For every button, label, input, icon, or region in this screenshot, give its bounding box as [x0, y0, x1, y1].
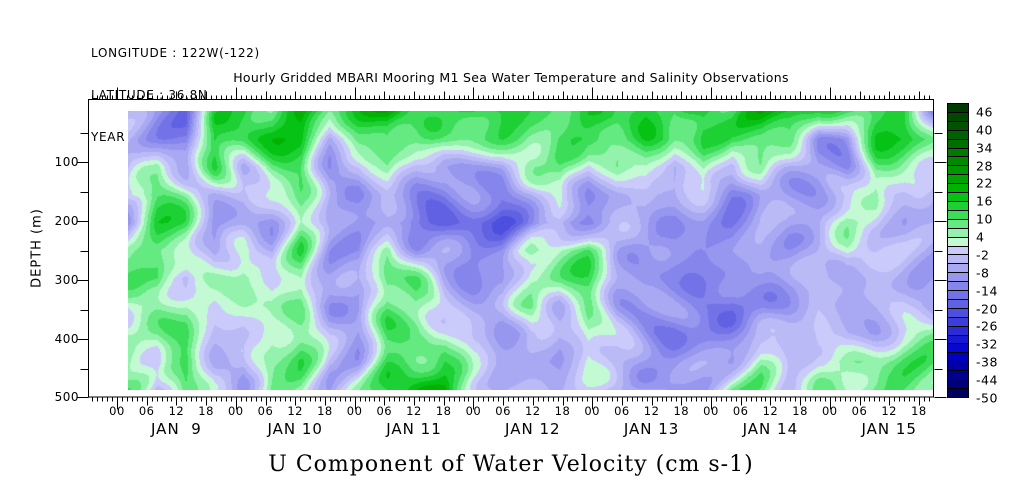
colorbar-segment [948, 255, 968, 265]
x-hour-label: 00 [346, 404, 363, 418]
colorbar-segment [948, 299, 968, 309]
colorbar-tick-label: -38 [976, 354, 998, 370]
colorbar-segment [948, 237, 968, 247]
colorbar-tick-label: -8 [976, 265, 990, 281]
x-day-label: JAN 15 [861, 420, 917, 438]
colorbar-segment [948, 112, 968, 122]
x-hour-label: 12 [524, 404, 541, 418]
colorbar-segment [948, 273, 968, 283]
colorbar-segment [948, 317, 968, 327]
x-hour-label: 06 [614, 404, 630, 418]
colorbar-tick-label: -2 [976, 247, 990, 263]
colorbar-tick-label: -20 [976, 301, 998, 317]
colorbar-tick-label: 4 [976, 229, 985, 245]
colorbar-tick-label: -44 [976, 372, 998, 388]
colorbar-tick-label: -26 [976, 318, 998, 334]
colorbar-segment [948, 130, 968, 140]
x-hour-label: 18 [317, 404, 333, 418]
x-day-label: JAN 12 [505, 420, 561, 438]
y-tick-label: 400 [54, 332, 79, 346]
colorbar-segment [948, 121, 968, 131]
colorbar-tick-label: 16 [976, 193, 993, 209]
x-hour-label: 00 [584, 404, 601, 418]
y-tick-label: 300 [54, 273, 79, 287]
x-day-label: JAN 9 [151, 420, 202, 438]
x-hour-label: 00 [109, 404, 125, 418]
x-hour-label: 00 [821, 404, 838, 418]
heatmap-canvas [128, 111, 934, 390]
colorbar-segment [948, 362, 968, 372]
colorbar-segment [948, 371, 968, 381]
colorbar-tick-label: -14 [976, 283, 998, 299]
colorbar-segment [948, 104, 968, 113]
colorbar-tick-label: 46 [976, 104, 993, 120]
colorbar-segment [948, 344, 968, 354]
colorbar-segment [948, 219, 968, 229]
x-hour-label: 00 [465, 404, 482, 418]
x-hour-label: 18 [435, 404, 452, 418]
colorbar-segment [948, 308, 968, 318]
colorbar-segment [948, 193, 968, 202]
colorbar-tick-label: 10 [976, 211, 993, 227]
colorbar-segment [948, 157, 968, 167]
x-hour-label: 12 [881, 404, 898, 418]
x-day-label: JAN 14 [742, 420, 799, 438]
colorbar-segment [948, 389, 968, 397]
x-axis-title: U Component of Water Velocity (cm s-1) [268, 452, 754, 477]
colorbar-segment [948, 184, 968, 194]
colorbar-segment [948, 175, 968, 185]
colorbar-segment [948, 148, 968, 158]
colorbar-segment [948, 380, 968, 389]
x-hour-label: 06 [138, 404, 155, 418]
x-hour-label: 06 [732, 404, 749, 418]
plot-title: Hourly Gridded MBARI Mooring M1 Sea Wate… [233, 70, 789, 85]
x-hour-label: 18 [673, 404, 690, 418]
x-hour-label: 18 [554, 404, 571, 418]
x-hour-label: 00 [703, 404, 719, 418]
x-day-label: JAN 13 [623, 420, 680, 438]
x-day-label: JAN 11 [386, 420, 442, 438]
x-day-label: JAN 10 [267, 420, 323, 438]
x-hour-label: 12 [168, 404, 185, 418]
colorbar-tick-label: 40 [976, 122, 993, 138]
colorbar-segment [948, 166, 968, 176]
x-hour-label: 12 [287, 404, 304, 418]
y-tick-label: 100 [54, 155, 79, 169]
colorbar-segment [948, 335, 968, 345]
y-axis-label: DEPTH (m) [29, 208, 45, 288]
colorbar-tick-label: -32 [976, 336, 998, 352]
x-hour-label: 18 [198, 404, 214, 418]
colorbar-segment [948, 139, 968, 149]
colorbar-segment [948, 201, 968, 211]
x-hour-label: 06 [257, 404, 274, 418]
colorbar-tick-label: -50 [976, 390, 998, 406]
x-hour-label: 12 [643, 404, 660, 418]
x-hour-label: 06 [495, 404, 511, 418]
colorbar-segment [948, 228, 968, 238]
colorbar-segment [948, 291, 968, 300]
x-hour-label: 00 [227, 404, 244, 418]
colorbar-tick-label: 22 [976, 175, 993, 191]
x-hour-label: 12 [406, 404, 422, 418]
colorbar-tick-label: 28 [976, 158, 993, 174]
y-tick-label: 500 [54, 390, 79, 404]
x-hour-label: 12 [762, 404, 779, 418]
colorbar-tick-label: 34 [976, 140, 993, 156]
x-hour-label: 18 [911, 404, 927, 418]
x-hour-label: 06 [376, 404, 393, 418]
y-tick-label: 200 [54, 214, 79, 228]
info-line-longitude: LONGITUDE : 122W(-122) [91, 46, 260, 60]
colorbar-segment [948, 264, 968, 274]
colorbar-segment [948, 246, 968, 256]
colorbar-segment [948, 353, 968, 363]
colorbar-segment [948, 326, 968, 336]
x-hour-label: 18 [792, 404, 808, 418]
colorbar-segment [948, 210, 968, 220]
x-hour-label: 06 [851, 404, 868, 418]
info-line-latitude: LATITUDE : 36.8N [91, 88, 208, 102]
colorbar [947, 103, 969, 398]
colorbar-segment [948, 282, 968, 292]
